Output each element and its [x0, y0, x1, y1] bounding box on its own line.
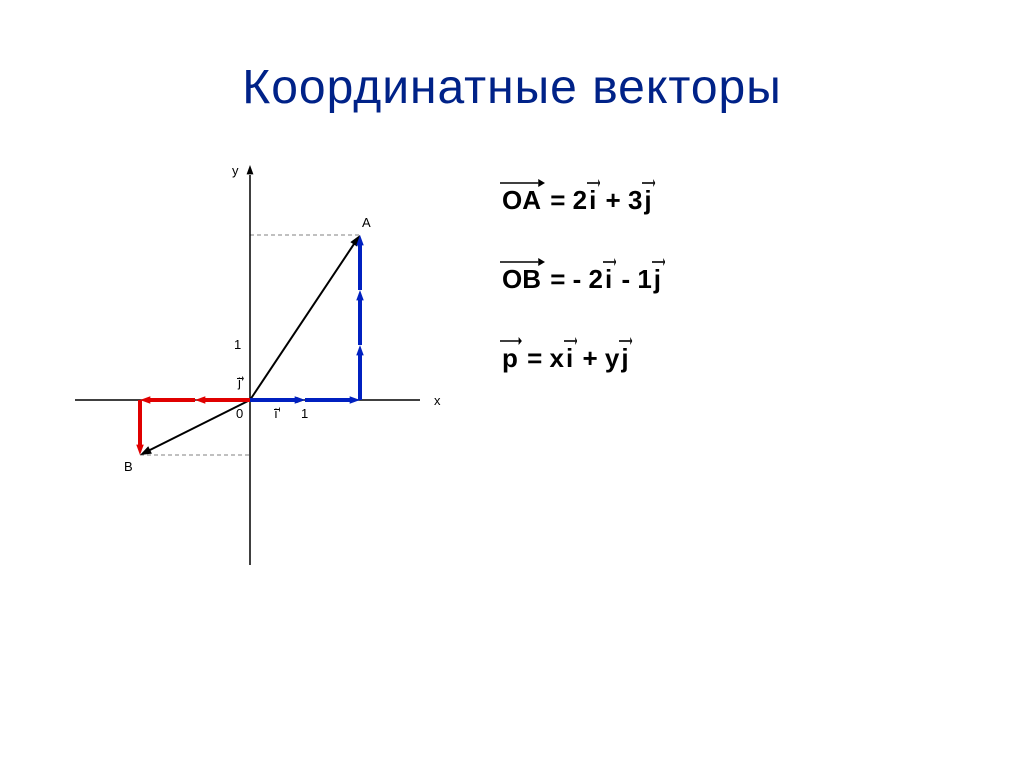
- vec-OB-text: OB: [502, 264, 541, 294]
- vec-p-text: p: [502, 343, 518, 373]
- axis-label-i: i: [275, 406, 278, 421]
- vec-i-2-text: i: [605, 264, 612, 294]
- equations-block: OA = 2 i + 3 j OB = - 2 i - 1 j: [420, 145, 964, 422]
- content-row: y x 0 i j 1 1 A B OA = 2 i + 3 j OB: [0, 145, 1024, 565]
- point-label-A: A: [362, 215, 371, 230]
- vec-j-3: j: [619, 343, 630, 374]
- equation-OA: OA = 2 i + 3 j: [500, 185, 964, 216]
- equation-p: p = x i + y j: [500, 343, 964, 374]
- axis-label-one-x: 1: [301, 406, 308, 421]
- vec-j-3-text: j: [621, 343, 628, 373]
- vec-j-2-text: j: [654, 264, 661, 294]
- vec-i-1: i: [587, 185, 598, 216]
- eq2-pre: = - 2: [543, 264, 603, 294]
- vec-i-2: i: [603, 264, 614, 295]
- vec-p: p: [500, 343, 520, 374]
- vec-i-3: i: [564, 343, 575, 374]
- chart-svg: [60, 145, 420, 565]
- coordinate-chart: y x 0 i j 1 1 A B: [60, 145, 420, 565]
- axis-label-y: y: [232, 163, 239, 178]
- vec-j-2: j: [652, 264, 663, 295]
- vec-j-1-text: j: [644, 185, 651, 215]
- eq1-pre: = 2: [543, 185, 587, 215]
- vec-i-3-text: i: [566, 343, 573, 373]
- point-label-B: B: [124, 459, 133, 474]
- axis-label-origin: 0: [236, 406, 243, 421]
- axis-label-x: x: [434, 393, 441, 408]
- eq2-mid: - 1: [614, 264, 652, 294]
- vec-i-1-text: i: [589, 185, 596, 215]
- vec-OB: OB: [500, 264, 543, 295]
- vec-OA: OA: [500, 185, 543, 216]
- eq3-mid: + y: [575, 343, 619, 373]
- vec-j-1: j: [642, 185, 653, 216]
- equation-OB: OB = - 2 i - 1 j: [500, 264, 964, 295]
- eq1-mid: + 3: [598, 185, 642, 215]
- axis-label-j: j: [238, 375, 241, 390]
- axis-label-one-y: 1: [234, 337, 241, 352]
- vec-OA-text: OA: [502, 185, 541, 215]
- page-title: Координатные векторы: [0, 60, 1024, 115]
- eq3-pre: = x: [520, 343, 564, 373]
